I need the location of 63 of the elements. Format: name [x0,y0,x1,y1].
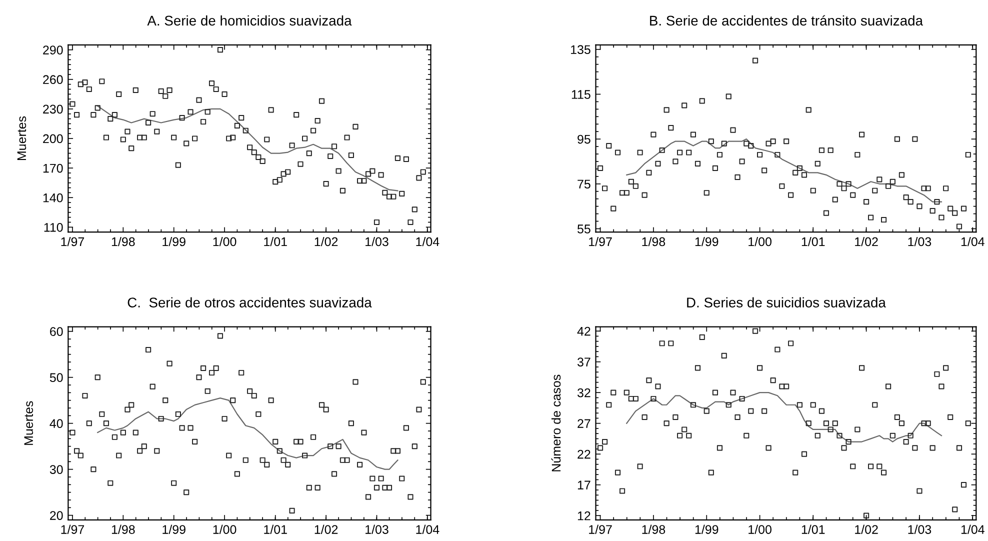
x-tick-label: 1/99 [695,524,718,534]
y-tick-label: 27 [578,419,590,428]
x-tick-label: 1/04 [416,236,440,246]
y-tick-label: 50 [50,373,63,382]
x-tick-label: 1/02 [855,236,878,246]
x-tick-label: 1/98 [112,236,135,246]
y-tick-label: 140 [43,193,63,202]
y-axis-title: Muertes [24,401,34,445]
x-tick-label: 1/03 [908,524,932,534]
y-tick-label: 290 [43,46,63,54]
y-tick-label: 30 [50,465,63,474]
x-tick-label: 1/97 [61,236,84,246]
x-tick-label: 1/99 [695,236,718,246]
y-axis-title: Muertes [17,116,26,160]
chart-title: B. Serie de accidentes de tránsito suavizada [650,15,924,26]
x-tick-label: 1/00 [748,236,772,246]
y-tick-label: 12 [578,511,590,520]
x-tick-label: 1/00 [748,524,772,534]
y-tick-label: 115 [572,90,590,99]
x-tick-label: 1/97 [589,524,612,534]
y-tick-label: 230 [43,104,63,114]
y-tick-label: 17 [578,480,590,490]
y-tick-label: 20 [50,511,63,520]
y-tick-label: 110 [44,222,63,232]
chart-title: C. Serie de otros accidentes suavizada [128,297,372,308]
y-tick-label: 32 [577,388,590,398]
y-tick-label: 75 [578,180,590,189]
y-tick-label: 55 [578,224,590,234]
y-tick-label: 95 [578,134,590,144]
y-tick-label: 22 [578,450,590,459]
x-tick-label: 1/04 [416,524,440,534]
y-tick-label: 260 [43,75,63,84]
x-tick-label: 1/03 [366,524,388,534]
y-tick-label: 42 [577,326,590,336]
x-tick-label: 1/97 [589,236,612,246]
x-tick-label: 1/99 [162,524,186,534]
x-tick-label: 1/03 [908,236,932,246]
y-tick-label: 135 [571,45,590,54]
y-tick-label: 37 [577,358,590,366]
y-axis-title: Número de casos [551,374,561,472]
chart-title: A. Serie de homicidios suavizada [147,15,352,26]
x-tick-label: 1/01 [264,236,287,246]
y-tick-label: 60 [50,327,63,336]
x-tick-label: 1/02 [855,524,878,534]
x-tick-label: 1/97 [61,524,84,534]
x-tick-label: 1/99 [162,236,186,246]
x-tick-label: 1/00 [213,524,236,534]
x-tick-label: 1/01 [802,524,825,534]
x-tick-label: 1/04 [961,236,984,246]
y-tick-label: 40 [50,419,63,428]
x-tick-label: 1/02 [314,524,338,534]
x-tick-label: 1/98 [112,524,135,534]
x-tick-label: 1/98 [642,236,666,246]
y-tick-label: 170 [43,164,63,173]
x-tick-label: 1/98 [642,524,666,534]
x-tick-label: 1/01 [264,524,287,534]
chart-title: D. Series de suicidios suavizada [687,297,886,308]
x-tick-label: 1/03 [366,236,388,246]
x-tick-label: 1/01 [802,236,825,246]
y-tick-label: 200 [43,134,63,144]
x-tick-label: 1/02 [314,236,338,246]
x-tick-label: 1/00 [213,236,236,246]
x-tick-label: 1/04 [961,524,984,534]
